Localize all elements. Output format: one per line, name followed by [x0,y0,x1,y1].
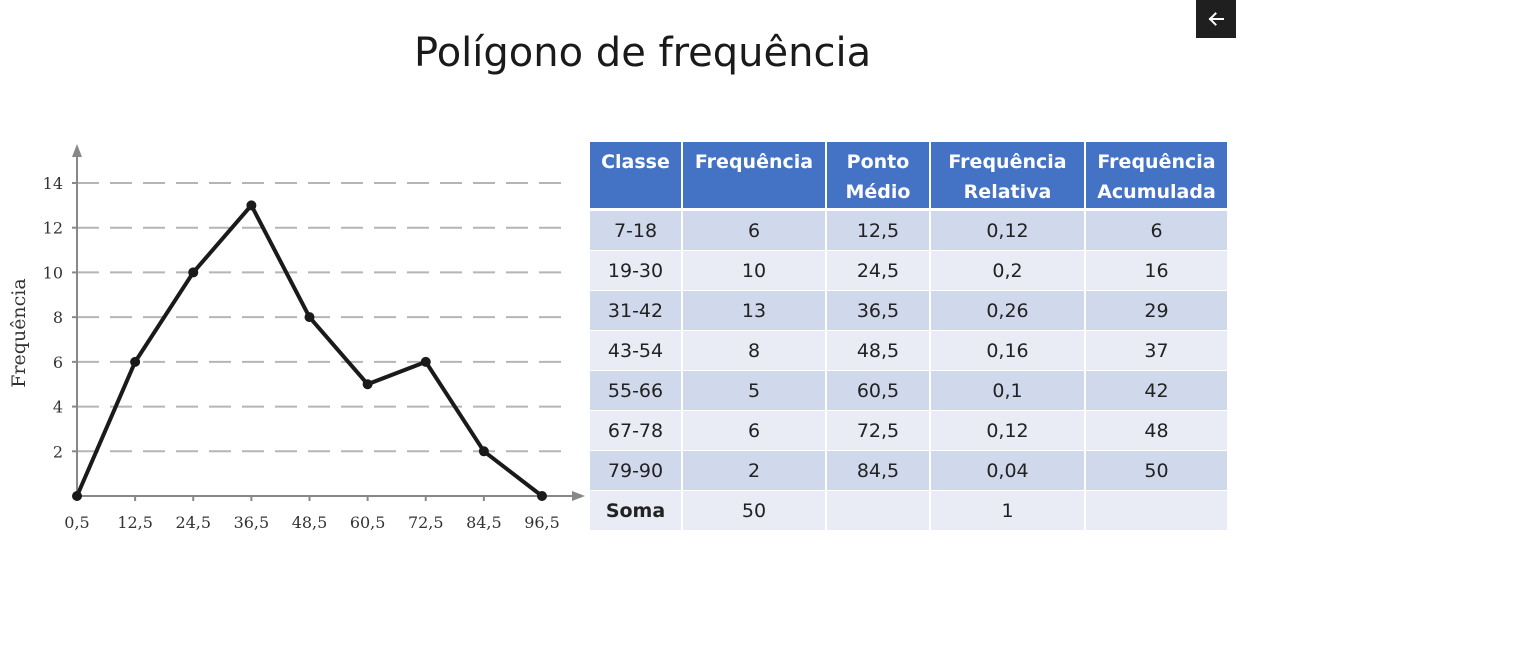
data-point [246,200,257,211]
x-tick-label: 24,5 [175,513,211,532]
data-point [188,267,199,278]
table-cell: 7-18 [590,211,683,251]
table-cell: 16 [1086,251,1227,291]
table-cell: 50 [1086,451,1227,491]
table-cell: 60,5 [827,371,931,411]
table-cell: 0,12 [931,211,1086,251]
table-cell: 8 [683,331,827,371]
x-tick-label: 72,5 [408,513,444,532]
data-point [537,491,547,501]
table-row: 79-90 2 84,5 0,04 50 [590,451,1227,491]
table-header-text: Acumulada [1097,181,1216,203]
x-tick-label: 0,5 [64,513,89,532]
table-cell: 5 [683,371,827,411]
table-cell: 6 [683,211,827,251]
table-row: 43-54 8 48,5 0,16 37 [590,331,1227,371]
y-tick-label: 10 [43,263,63,282]
table-cell: 1 [931,491,1086,531]
table-cell: 10 [683,251,827,291]
y-axis-arrow [72,144,82,157]
table-cell: 6 [1086,211,1227,251]
table-cell: Soma [590,491,683,531]
table-cell: 37 [1086,331,1227,371]
data-point [304,312,315,323]
table-cell [827,491,931,531]
table-row: 67-78 6 72,5 0,12 48 [590,411,1227,451]
table-row: 55-66 5 60,5 0,1 42 [590,371,1227,411]
table-header-cell: Frequência Acumulada [1086,142,1227,211]
frequency-line [75,203,544,498]
table-cell: 67-78 [590,411,683,451]
back-button[interactable] [1196,0,1236,38]
table-header-row: Classe Frequência Ponto Médio Frequência Rela… [590,142,1227,211]
chart-svg: 2 4 6 8 10 12 14 0,5 12,5 24,5 36,5 48,5 60,5 72,5 84,… [8,144,585,532]
data-point [130,356,141,367]
table-cell: 36,5 [827,291,931,331]
table-cell: 0,16 [931,331,1086,371]
table-sum-row: Soma 50 1 [590,491,1227,531]
frequency-polygon-chart: 2 4 6 8 10 12 14 0,5 12,5 24,5 36,5 48,5 60,5 72,5 84,… [0,130,590,550]
y-tick-label: 4 [53,398,63,417]
table-cell: 43-54 [590,331,683,371]
table-cell: 13 [683,291,827,331]
y-tick-label: 8 [53,308,63,327]
x-tick-label: 84,5 [466,513,502,532]
table-cell: 79-90 [590,451,683,491]
table-cell [1086,491,1227,531]
data-point [478,446,489,457]
table-header-cell: Classe [590,142,683,211]
x-tick-label: 96,5 [524,513,560,532]
table-cell: 48,5 [827,331,931,371]
table-header-cell: Frequência [683,142,827,211]
y-tick-label: 2 [53,442,63,461]
table-cell: 42 [1086,371,1227,411]
data-point [72,491,82,501]
frequency-table: Classe Frequência Ponto Médio Frequência Rela… [590,142,1227,531]
table-cell: 0,2 [931,251,1086,291]
table-header-text: Frequência [694,151,814,173]
data-point [362,379,373,390]
data-point [420,356,431,367]
x-tick-label: 48,5 [292,513,328,532]
table-cell: 0,26 [931,291,1086,331]
table-cell: 24,5 [827,251,931,291]
page-title: Polígono de frequência [414,30,872,76]
table-cell: 29 [1086,291,1227,331]
y-axis-label: Frequência [8,278,30,387]
table-header-cell: Frequência Relativa [931,142,1086,211]
table-cell: 84,5 [827,451,931,491]
x-axis-arrow [572,491,585,501]
table-cell: 6 [683,411,827,451]
x-tick-label: 12,5 [117,513,153,532]
table-cell: 50 [683,491,827,531]
table-header-text: Classe [601,151,670,173]
table-header-text: Médio [845,181,911,203]
table-header-text: Frequência [1097,151,1216,173]
x-tick-label: 36,5 [234,513,270,532]
y-tick-label: 12 [43,219,63,238]
table-cell: 12,5 [827,211,931,251]
y-tick-label: 6 [53,353,63,372]
table-header-text: Ponto [846,151,910,173]
table-cell: 0,1 [931,371,1086,411]
table-row: 19-30 10 24,5 0,2 16 [590,251,1227,291]
table-row: 7-18 6 12,5 0,12 6 [590,211,1227,251]
table-cell: 55-66 [590,371,683,411]
table-cell: 72,5 [827,411,931,451]
table-cell: 0,12 [931,411,1086,451]
table-row: 31-42 13 36,5 0,26 29 [590,291,1227,331]
arrow-left-icon [1208,12,1224,26]
table-cell: 48 [1086,411,1227,451]
table-header-cell: Ponto Médio [827,142,931,211]
table-cell: 19-30 [590,251,683,291]
table-cell: 2 [683,451,827,491]
x-tick-label: 60,5 [350,513,386,532]
table-header-text: Frequência [948,151,1067,173]
table-cell: 0,04 [931,451,1086,491]
table-header-text: Relativa [963,181,1052,203]
y-tick-label: 14 [43,174,63,193]
table-cell: 31-42 [590,291,683,331]
